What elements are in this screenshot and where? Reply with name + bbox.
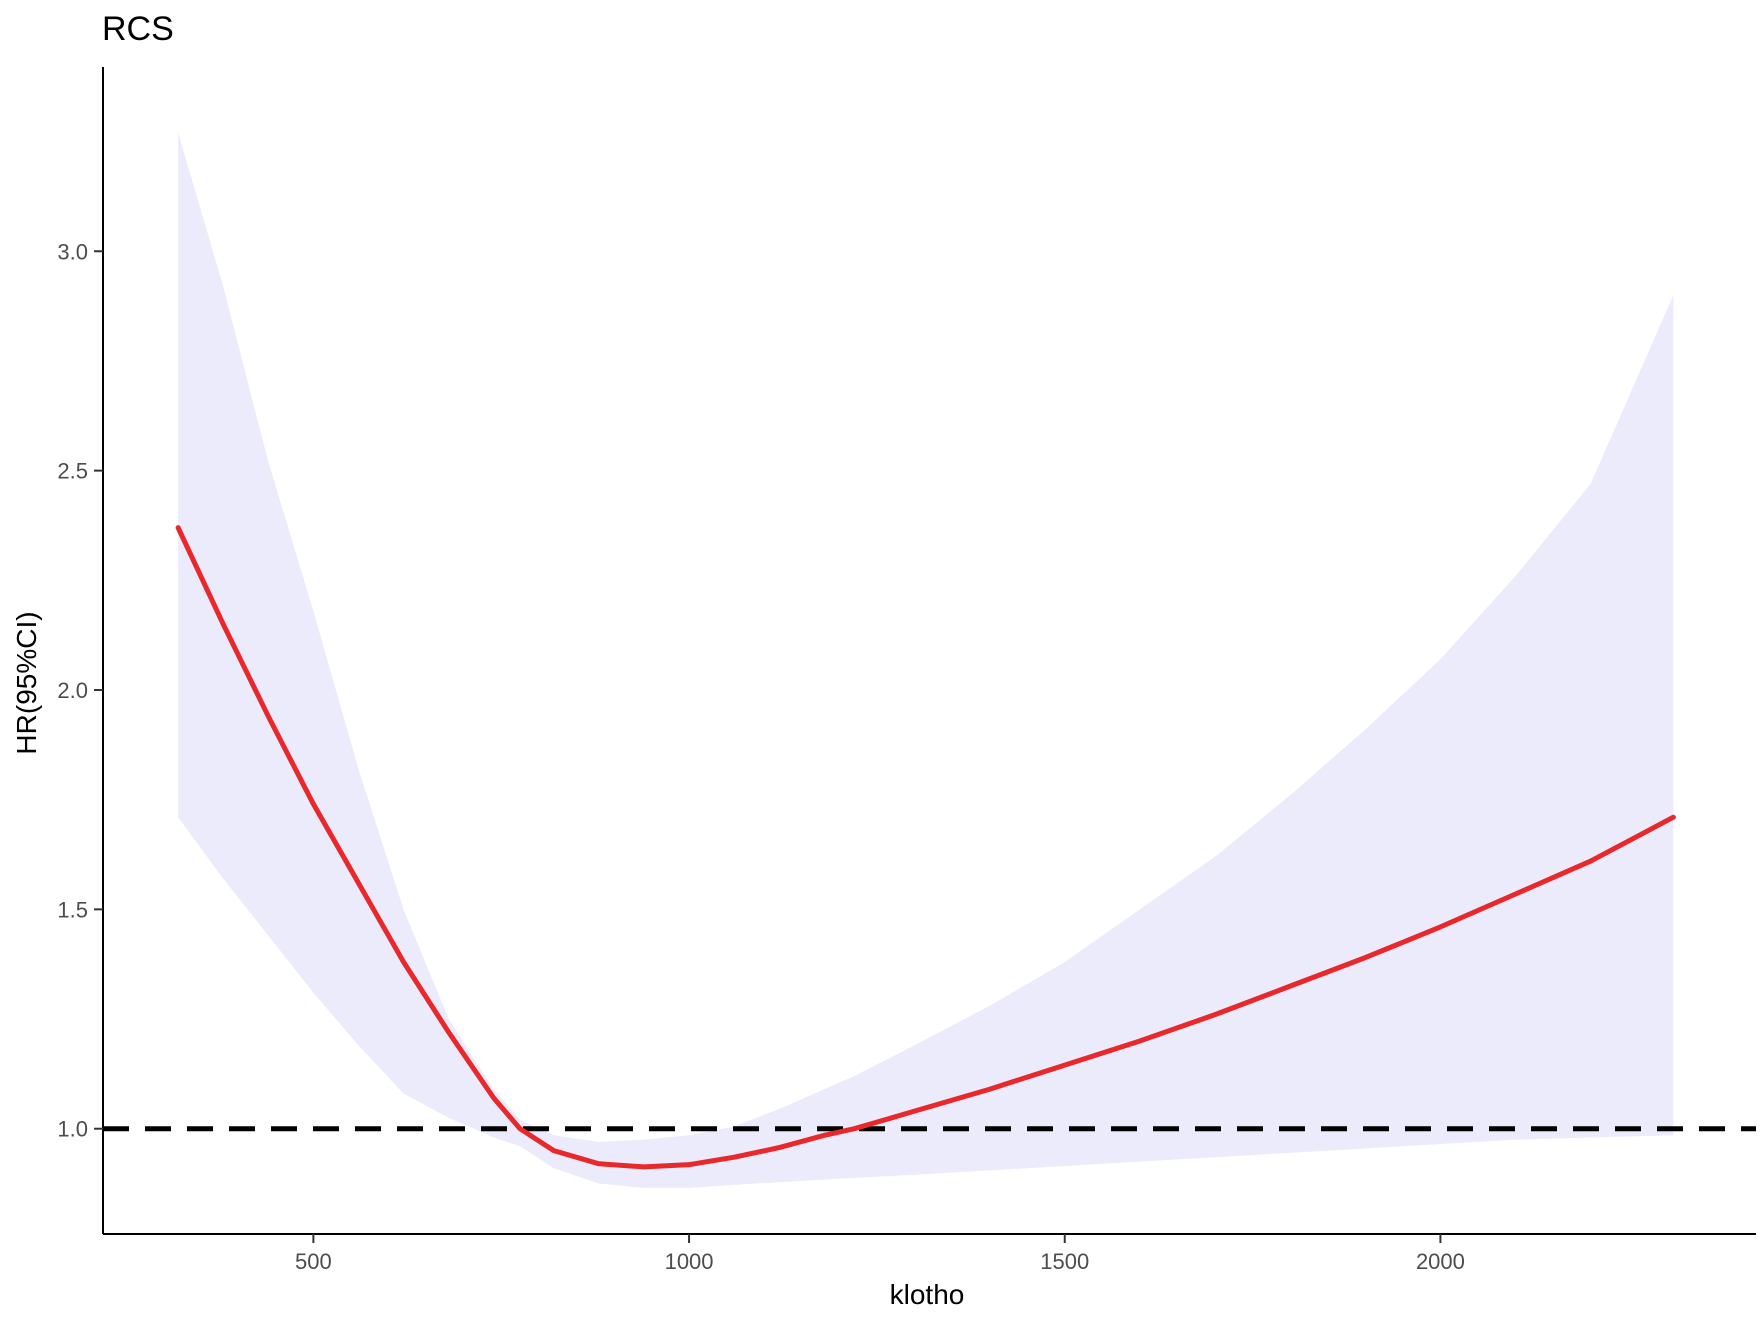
x-tick-label: 500 — [295, 1249, 332, 1274]
axes-layer: 500 1000 1500 2000 1.0 1.5 2.0 2.5 3.0 — [57, 67, 1756, 1274]
y-axis-title: HR(95%CI) — [11, 611, 42, 754]
y-tick-label: 2.5 — [57, 459, 88, 484]
confidence-band-layer — [178, 132, 1674, 1188]
x-tick-label: 1500 — [1040, 1249, 1089, 1274]
x-tick-label: 2000 — [1416, 1249, 1465, 1274]
y-tick-label: 2.0 — [57, 678, 88, 703]
hr-curve — [175, 525, 1676, 1170]
y-tick-label: 1.0 — [57, 1117, 88, 1142]
hr-curve-layer — [175, 525, 1676, 1170]
y-tick-label: 1.5 — [57, 897, 88, 922]
x-tick-label: 1000 — [665, 1249, 714, 1274]
y-tick-label: 3.0 — [57, 239, 88, 264]
x-axis-title: klotho — [890, 1279, 965, 1310]
chart-title: RCS — [102, 10, 174, 48]
confidence-band — [178, 132, 1674, 1188]
